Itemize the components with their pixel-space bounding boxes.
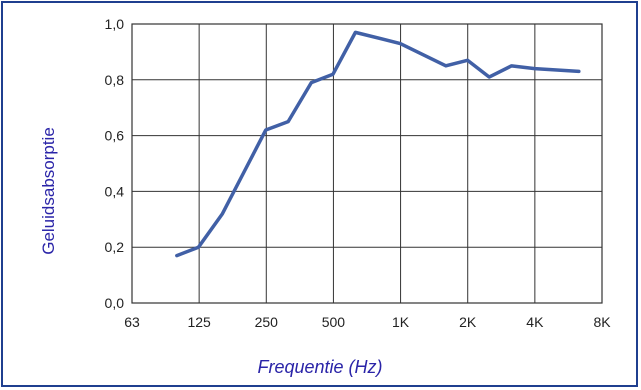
y-tick-label: 0,2 [105, 239, 125, 255]
y-axis-label: Geluidsabsorptie [39, 127, 58, 255]
y-tick-label: 1,0 [105, 16, 125, 32]
x-tick-label: 63 [124, 314, 140, 330]
x-tick-label: 250 [255, 314, 279, 330]
y-tick-label: 0,6 [105, 128, 125, 144]
x-tick-label: 2K [459, 314, 477, 330]
tick-labels: 63 125 250 500 1K 2K 4K 8K 0,0 0,2 0,4 0,6 0,8 1,0 [105, 16, 612, 330]
x-tick-label: 8K [593, 314, 611, 330]
y-tick-label: 0,0 [105, 295, 125, 311]
x-tick-label: 125 [187, 314, 211, 330]
series-layer [175, 30, 581, 258]
plot-border [131, 23, 603, 304]
x-tick-label: 500 [322, 314, 346, 330]
grid [131, 23, 603, 304]
y-tick-label: 0,4 [105, 183, 125, 199]
y-tick-label: 0,8 [105, 72, 125, 88]
series-line [175, 30, 581, 258]
x-tick-label: 1K [392, 314, 410, 330]
x-tick-label: 4K [526, 314, 544, 330]
x-axis-label: Frequentie (Hz) [257, 357, 382, 377]
